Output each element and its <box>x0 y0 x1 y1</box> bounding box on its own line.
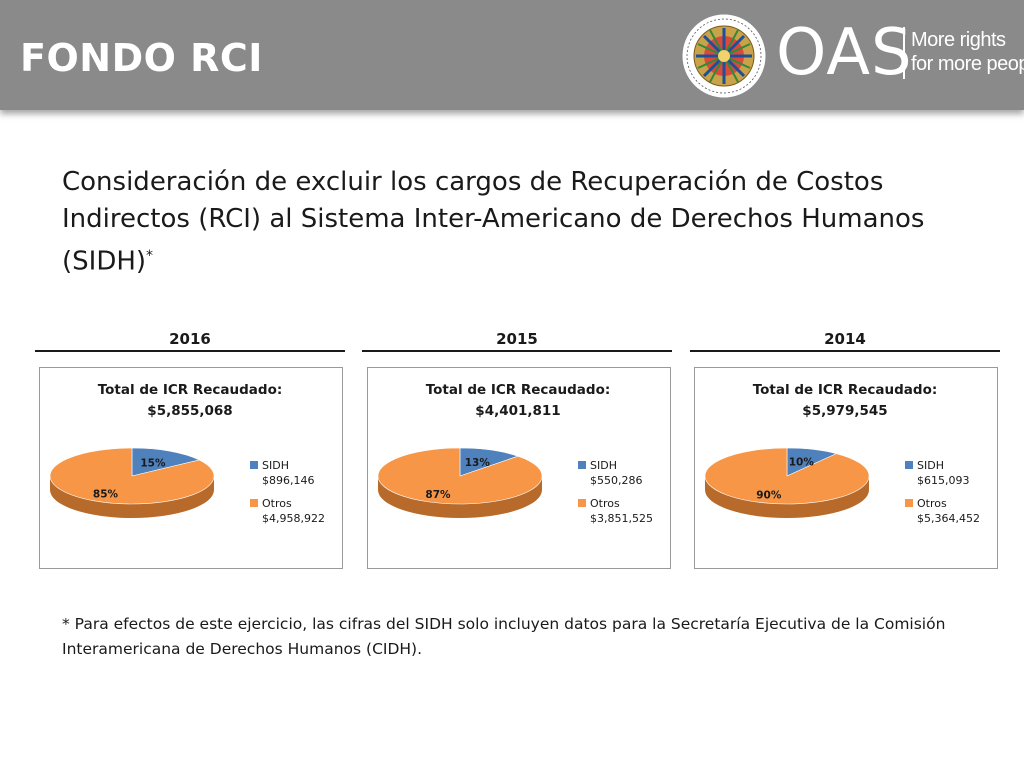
oas-seal-logo <box>681 13 767 99</box>
chart-legend: SIDH $550,286 Otros $3,851,525 <box>578 458 670 534</box>
pie-label-sidh: 13% <box>465 457 491 469</box>
chart-total: $5,855,068 <box>147 403 233 419</box>
pie-slice-otros <box>704 447 870 505</box>
legend-value-sidh: $896,146 <box>262 474 315 487</box>
pie-label-otros: 87% <box>425 489 451 501</box>
legend-label-otros: Otros <box>262 497 292 510</box>
legend-swatch-sidh <box>578 461 586 469</box>
pie-plot: 15% 85% <box>49 447 215 518</box>
page-title: FONDO RCI <box>20 36 263 80</box>
legend-label-sidh: SIDH <box>590 459 617 472</box>
year-header-2014: 2014 <box>690 330 1000 352</box>
chart-title: Total de ICR Recaudado: $4,401,811 <box>368 380 668 422</box>
main-heading-footnote-mark: * <box>146 248 154 264</box>
year-rule <box>690 350 1000 352</box>
legend-value-otros: $4,958,922 <box>262 512 325 525</box>
year-label: 2015 <box>496 330 538 348</box>
legend-item-otros: Otros $4,958,922 <box>250 496 342 526</box>
main-heading: Consideración de excluir los cargos de R… <box>62 164 962 281</box>
chart-legend: SIDH $896,146 Otros $4,958,922 <box>250 458 342 534</box>
chart-title-line-1: Total de ICR Recaudado: <box>425 382 611 398</box>
footnote: * Para efectos de este ejercicio, las ci… <box>62 615 946 658</box>
pie-label-sidh: 10% <box>789 456 815 468</box>
year-rule <box>35 350 345 352</box>
legend-value-otros: $5,364,452 <box>917 512 980 525</box>
pie-chart-2016: Total de ICR Recaudado: $5,855,068 15% 85… <box>39 367 343 569</box>
year-header-2016: 2016 <box>35 330 345 352</box>
year-header-2015: 2015 <box>362 330 672 352</box>
chart-title-line-1: Total de ICR Recaudado: <box>97 382 283 398</box>
pie-label-otros: 90% <box>756 490 782 502</box>
chart-legend: SIDH $615,093 Otros $5,364,452 <box>905 458 997 534</box>
legend-value-sidh: $615,093 <box>917 474 970 487</box>
pie-side-otros <box>705 476 869 518</box>
pie-chart-2015: Total de ICR Recaudado: $4,401,811 13% 87… <box>367 367 671 569</box>
legend-item-sidh: SIDH $615,093 <box>905 458 997 488</box>
logo-tagline: More rights for more people <box>911 28 1024 76</box>
legend-label-sidh: SIDH <box>917 459 944 472</box>
legend-label-sidh: SIDH <box>262 459 289 472</box>
legend-item-sidh: SIDH $896,146 <box>250 458 342 488</box>
pie-slice-sidh <box>131 447 201 477</box>
chart-title-line-1: Total de ICR Recaudado: <box>752 382 938 398</box>
tagline-line-1: More rights <box>911 29 1006 51</box>
legend-label-otros: Otros <box>590 497 620 510</box>
chart-total: $5,979,545 <box>802 403 888 419</box>
year-label: 2016 <box>169 330 211 348</box>
pie-side-otros <box>50 476 214 518</box>
pie-slice-sidh <box>459 447 519 477</box>
pie-side-otros <box>378 476 542 518</box>
legend-swatch-otros <box>905 499 913 507</box>
pie-label-otros: 85% <box>93 488 119 500</box>
legend-swatch-sidh <box>905 461 913 469</box>
pie-slice-otros <box>377 447 543 505</box>
oas-wordmark: OAS <box>776 16 913 90</box>
chart-title: Total de ICR Recaudado: $5,855,068 <box>40 380 340 422</box>
main-heading-text: Consideración de excluir los cargos de R… <box>62 167 925 277</box>
pie-plot: 13% 87% <box>377 447 543 518</box>
pie-label-sidh: 15% <box>140 457 166 469</box>
legend-swatch-otros <box>578 499 586 507</box>
tagline-line-2: for more people <box>911 53 1024 75</box>
legend-swatch-otros <box>250 499 258 507</box>
header-bar: FONDO RCI OAS More rights for more peopl… <box>0 0 1024 110</box>
legend-item-sidh: SIDH $550,286 <box>578 458 670 488</box>
pie-slice-otros <box>49 447 215 505</box>
legend-swatch-sidh <box>250 461 258 469</box>
legend-value-otros: $3,851,525 <box>590 512 653 525</box>
legend-label-otros: Otros <box>917 497 947 510</box>
logo-divider <box>903 27 905 79</box>
legend-item-otros: Otros $5,364,452 <box>905 496 997 526</box>
pie-plot: 10% 90% <box>704 447 870 518</box>
legend-value-sidh: $550,286 <box>590 474 643 487</box>
year-label: 2014 <box>824 330 866 348</box>
legend-item-otros: Otros $3,851,525 <box>578 496 670 526</box>
pie-chart-2014: Total de ICR Recaudado: $5,979,545 10% 90… <box>694 367 998 569</box>
chart-title: Total de ICR Recaudado: $5,979,545 <box>695 380 995 422</box>
chart-total: $4,401,811 <box>475 403 561 419</box>
year-rule <box>362 350 672 352</box>
